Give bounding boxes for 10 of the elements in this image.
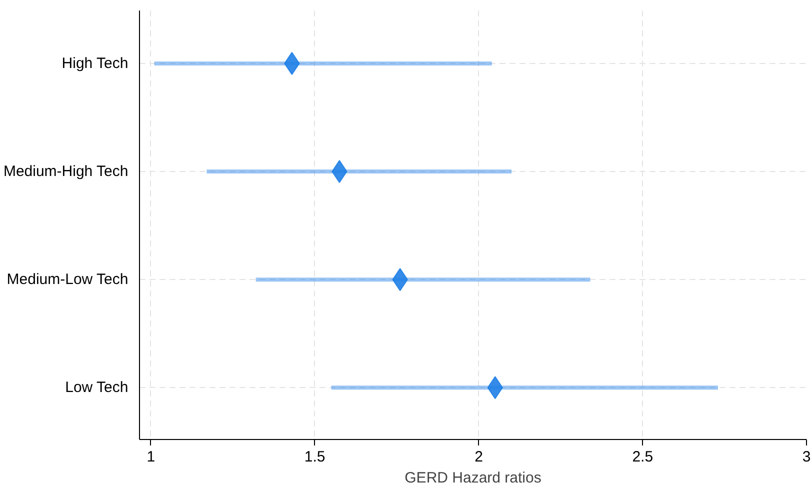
x-axis-title: GERD Hazard ratios [404,470,542,486]
x-tick-label: 1.5 [304,448,326,466]
x-tick-label: 2 [474,448,483,466]
x-tick-label: 2.5 [632,448,654,466]
x-tick-label: 3 [802,448,811,466]
y-tick-label: Medium-Low Tech [6,271,128,288]
y-tick-label: Low Tech [65,379,128,396]
x-tick-label: 1 [146,448,156,466]
y-tick-label: Medium-High Tech [3,163,128,180]
y-tick-label: High Tech [62,54,128,72]
